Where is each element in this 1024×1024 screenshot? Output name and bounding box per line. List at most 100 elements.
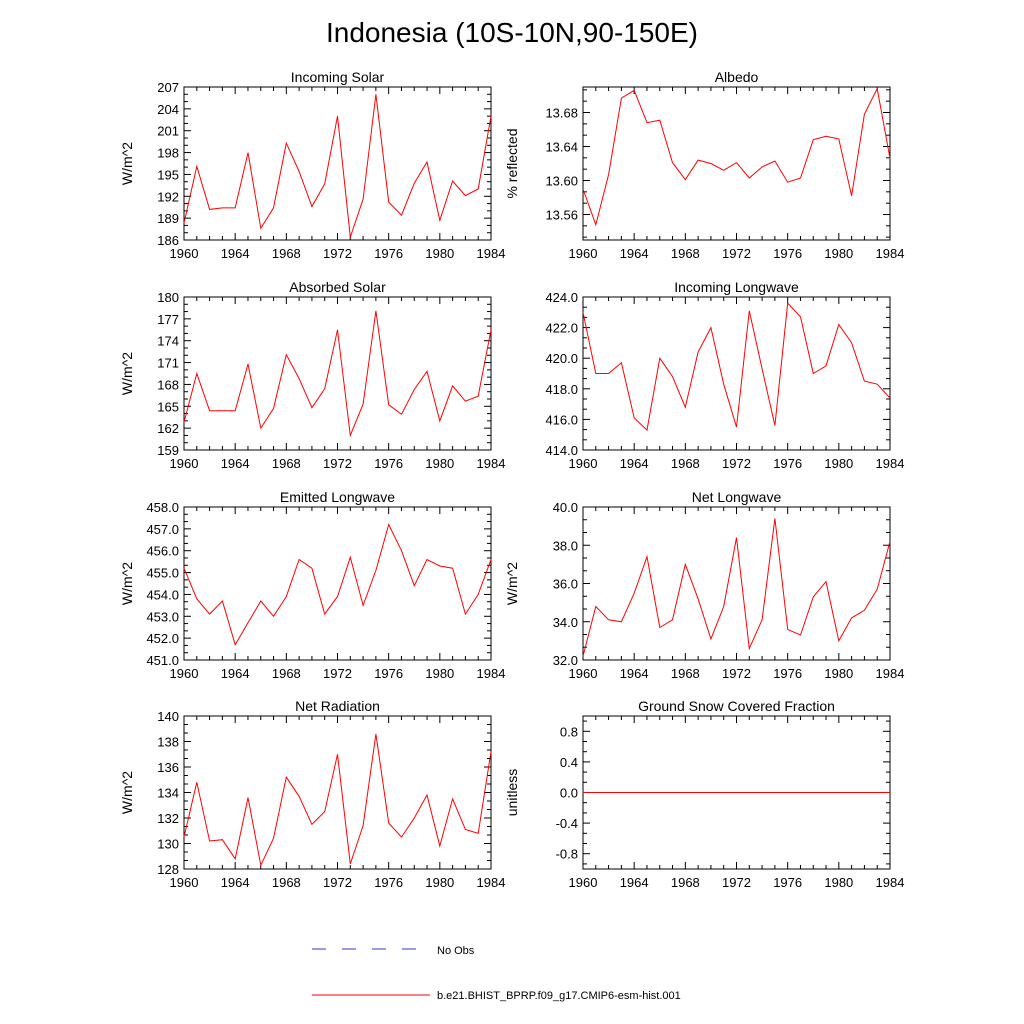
x-tick-label: 1984 <box>876 666 905 681</box>
y-tick-label: 414.0 <box>545 443 578 458</box>
x-tick-label: 1980 <box>824 875 853 890</box>
series-line <box>582 87 891 227</box>
x-tick-label: 1964 <box>221 666 250 681</box>
x-tick-label: 1984 <box>876 875 905 890</box>
x-tick-label: 1980 <box>425 246 454 261</box>
x-tick-label: 1976 <box>773 875 802 890</box>
y-tick-label: 168 <box>157 377 179 392</box>
legend-model-label: b.e21.BHIST_BPRP.f09_g17.CMIP6-esm-hist.… <box>437 990 681 1002</box>
y-tick-label: 136 <box>157 760 179 775</box>
x-tick-label: 1960 <box>569 246 598 261</box>
y-tick-label: 186 <box>157 233 179 248</box>
panel-ground-snow-covered-fraction: Ground Snow Covered Fraction 1960 1964 1968… <box>504 698 904 890</box>
x-tick-label: 1968 <box>272 666 301 681</box>
y-tick-label: -0.4 <box>556 816 578 831</box>
x-tick-label: 1972 <box>323 456 352 471</box>
y-tick-label: 177 <box>157 312 179 327</box>
x-tick-label: 1980 <box>425 666 454 681</box>
x-tick-label: 1976 <box>374 666 403 681</box>
x-tick-label: 1980 <box>425 875 454 890</box>
y-axis-label: unitless <box>504 769 520 816</box>
x-tick-label: 1964 <box>620 246 649 261</box>
series-line <box>183 94 492 238</box>
y-axis-label: W/m^2 <box>119 142 135 185</box>
y-axis-label: W/m^2 <box>119 352 135 395</box>
panel-title: Ground Snow Covered Fraction <box>638 698 835 714</box>
y-tick-label: 207 <box>157 80 179 95</box>
x-tick-label: 1972 <box>323 666 352 681</box>
x-tick-label: 1968 <box>272 246 301 261</box>
y-tick-label: 192 <box>157 189 179 204</box>
y-tick-label: 128 <box>157 862 179 877</box>
y-tick-label: 456.0 <box>146 544 179 559</box>
y-tick-label: -0.8 <box>556 847 578 862</box>
y-tick-label: 132 <box>157 811 179 826</box>
panel-absorbed-solar: Absorbed Solar 1960 1964 1968 1972 1976 1980 19… <box>119 279 505 471</box>
panel-title: Albedo <box>715 69 759 85</box>
y-tick-label: 165 <box>157 399 179 414</box>
plot-frame <box>183 296 492 451</box>
panel-title: Net Radiation <box>295 698 380 714</box>
x-tick-label: 1960 <box>170 246 199 261</box>
x-tick-label: 1960 <box>170 456 199 471</box>
panel-title: Absorbed Solar <box>289 279 386 295</box>
y-tick-label: 40.0 <box>553 500 578 515</box>
y-axis-label: W/m^2 <box>504 562 520 605</box>
x-tick-label: 1972 <box>722 875 751 890</box>
y-tick-label: 138 <box>157 735 179 750</box>
y-tick-label: 457.0 <box>146 522 179 537</box>
y-tick-label: 162 <box>157 421 179 436</box>
x-tick-label: 1968 <box>272 456 301 471</box>
x-tick-label: 1972 <box>323 875 352 890</box>
x-tick-label: 1968 <box>671 456 700 471</box>
x-tick-label: 1964 <box>221 246 250 261</box>
y-axis-label: % reflected <box>504 128 520 198</box>
y-tick-label: 38.0 <box>553 538 578 553</box>
y-tick-label: 0.0 <box>560 786 578 801</box>
panel-grid: Incoming Solar 1960 1964 1968 1972 1976 1980 19… <box>119 69 904 890</box>
panel-title: Net Longwave <box>692 489 782 505</box>
x-tick-label: 1964 <box>221 875 250 890</box>
y-tick-label: 451.0 <box>146 653 179 668</box>
y-tick-label: 32.0 <box>553 653 578 668</box>
x-tick-label: 1960 <box>569 875 598 890</box>
series-line <box>183 310 492 438</box>
x-tick-label: 1964 <box>620 456 649 471</box>
series-line <box>582 518 891 657</box>
y-tick-label: 204 <box>157 102 179 117</box>
x-tick-label: 1984 <box>876 246 905 261</box>
y-tick-label: 454.0 <box>146 587 179 602</box>
plot-frame <box>582 506 891 661</box>
x-tick-label: 1984 <box>477 456 506 471</box>
panel-net-longwave: Net Longwave 1960 1964 1968 1972 1976 1980 1984… <box>504 489 904 681</box>
panel-emitted-longwave: Emitted Longwave 1960 1964 1968 1972 1976 1980… <box>119 489 505 681</box>
x-tick-label: 1976 <box>374 456 403 471</box>
x-tick-label: 1972 <box>722 456 751 471</box>
series-line <box>183 523 492 646</box>
x-tick-label: 1976 <box>374 875 403 890</box>
x-tick-label: 1980 <box>824 456 853 471</box>
y-axis-label: W/m^2 <box>119 771 135 814</box>
x-tick-label: 1968 <box>671 875 700 890</box>
y-tick-label: 0.4 <box>560 755 578 770</box>
x-tick-label: 1980 <box>824 666 853 681</box>
y-tick-label: 13.56 <box>545 208 578 223</box>
legend-obs-label: No Obs <box>437 945 475 957</box>
y-tick-label: 159 <box>157 443 179 458</box>
y-tick-label: 424.0 <box>545 290 578 305</box>
panel-albedo: Albedo 1960 1964 1968 1972 1976 1980 1984 13.56 1… <box>504 69 904 261</box>
figure-title: Indonesia (10S-10N,90-150E) <box>326 17 698 48</box>
y-tick-label: 420.0 <box>545 351 578 366</box>
panel-net-radiation: Net Radiation 1960 1964 1968 1972 1976 1980 198… <box>119 698 505 890</box>
x-tick-label: 1984 <box>477 246 506 261</box>
x-tick-label: 1968 <box>671 666 700 681</box>
y-axis-label: W/m^2 <box>119 562 135 605</box>
series-line <box>582 301 891 432</box>
panel-title: Incoming Solar <box>291 69 385 85</box>
x-tick-label: 1980 <box>824 246 853 261</box>
y-tick-label: 36.0 <box>553 577 578 592</box>
plot-frame <box>183 715 492 870</box>
y-tick-label: 452.0 <box>146 631 179 646</box>
panel-title: Emitted Longwave <box>280 489 395 505</box>
